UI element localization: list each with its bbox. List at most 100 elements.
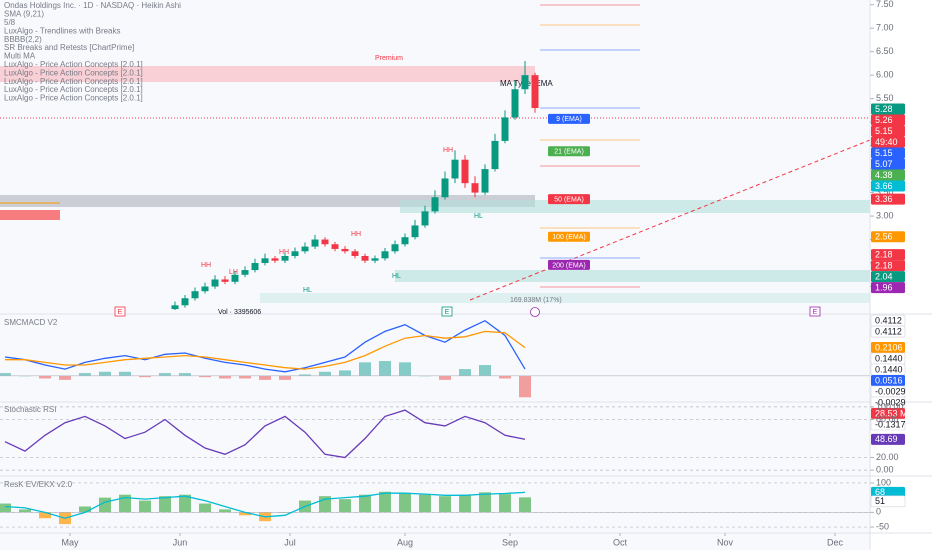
price-label: 0.2106: [875, 342, 903, 352]
x-tick-label: May: [61, 537, 79, 547]
price-label: 1.96: [875, 282, 893, 292]
candle-body: [271, 258, 279, 261]
indicator-line: [4, 319, 526, 373]
price-label-box: [871, 125, 905, 137]
symbol-title: Ondas Holdings Inc. · 1D · NASDAQ · Heik…: [4, 1, 181, 10]
x-tick-label: Sep: [502, 537, 518, 547]
histogram-bar: [39, 375, 51, 379]
premium-label: Premium: [375, 55, 403, 62]
price-label-box: [871, 271, 905, 283]
candle-body: [411, 225, 419, 238]
candle-body: [431, 197, 439, 212]
candle-body: [481, 169, 489, 193]
candle-body: [171, 305, 179, 310]
y-tick-label: -50: [876, 521, 889, 531]
candle-body: [381, 251, 389, 259]
event-markers: E E E: [114, 306, 821, 317]
price-label: 2.18: [875, 260, 893, 270]
candle-body: [211, 279, 219, 287]
candle-body: [421, 211, 429, 226]
histogram-bar: [219, 509, 231, 513]
x-tick-label: Nov: [717, 537, 734, 547]
ema-label: 50 (EMA): [554, 196, 584, 203]
price-label-box: [871, 282, 905, 294]
candle-body: [471, 183, 479, 193]
price-label: 2.56: [875, 232, 893, 242]
histogram-bar: [379, 491, 391, 513]
ema-label: 200 (EMA): [552, 262, 585, 269]
ema-label-box: [548, 231, 590, 242]
price-label-box: [871, 374, 905, 386]
histogram-bar: [439, 496, 451, 513]
volume-zone: [260, 293, 870, 303]
indicator-name: LuxAlgo - Price Action Concepts [2.0.1]: [4, 60, 143, 69]
event-label[interactable]: E: [813, 309, 818, 316]
price-label-box: [871, 180, 905, 192]
indicator-line: [4, 409, 526, 459]
histogram-bar: [379, 361, 391, 376]
histogram-bar: [119, 371, 131, 376]
price-label: 5.07: [875, 159, 893, 169]
price-label: 5.28: [875, 104, 893, 114]
histogram-bar: [0, 503, 11, 513]
y-tick-label: 3.50: [876, 187, 894, 197]
histogram-bar: [359, 362, 371, 376]
price-label: 68: [875, 487, 885, 497]
candle-body: [521, 75, 529, 90]
price-label-box: [871, 249, 905, 261]
x-tick-label: Oct: [613, 537, 628, 547]
y-tick-label: 20.00: [876, 452, 899, 462]
y-tick-label: 0: [876, 507, 881, 517]
demand-zone: [400, 200, 870, 213]
histogram-bar: [239, 375, 251, 379]
indicator-name: SR Breaks and Retests [ChartPrime]: [4, 43, 134, 52]
event-label[interactable]: E: [118, 309, 123, 316]
ema-label: 9 (EMA): [556, 116, 582, 123]
candle-body: [371, 258, 379, 261]
x-tick-label: Dec: [827, 537, 844, 547]
price-label-box: [871, 114, 905, 126]
indicator-name: Multi MA: [4, 52, 36, 61]
histogram-bar: [419, 494, 431, 513]
dividend-marker[interactable]: [530, 307, 540, 317]
candle-body: [291, 251, 299, 256]
histogram-bar: [259, 375, 271, 380]
histogram-bar: [179, 373, 191, 376]
candle-body: [261, 258, 269, 264]
ema-label-box: [548, 146, 590, 157]
event-box: [441, 306, 453, 317]
swing-label: HL: [303, 287, 312, 294]
indicator-name: LuxAlgo - Price Action Concepts [2.0.1]: [4, 94, 143, 103]
indicator-name: 5/8: [4, 18, 16, 27]
histogram-bar: [39, 512, 51, 519]
histogram-bar: [139, 375, 151, 378]
price-label: 0.1440: [875, 364, 903, 374]
swing-label: HL: [392, 273, 401, 280]
histogram-bar: [239, 512, 251, 516]
price-label: 0.4112: [875, 315, 902, 325]
price-label: 51: [875, 496, 885, 506]
histogram-bar: [0, 373, 11, 376]
price-label-box: [871, 136, 905, 148]
histogram-bar: [159, 496, 171, 513]
price-label-box: [870, 495, 906, 508]
indicator-name: SMA (9,21): [4, 10, 44, 19]
price-label: -0.0029: [875, 386, 906, 396]
histogram-bar: [399, 493, 411, 513]
y-tick-label: 5.50: [876, 93, 894, 103]
price-label-box: [871, 193, 905, 205]
price-label-box: [871, 433, 905, 445]
price-label-box: [871, 103, 905, 115]
indicator-name: BBBB(2,2): [4, 35, 42, 44]
event-label[interactable]: E: [445, 309, 450, 316]
histogram-bar: [99, 497, 111, 513]
x-tick-label: Jun: [173, 537, 188, 547]
price-label-box: [871, 341, 905, 353]
swing-label: HH: [279, 249, 289, 256]
price-label-box: [871, 231, 905, 243]
histogram-bar: [519, 497, 531, 513]
price-label: -0.0029: [875, 397, 906, 407]
price-label: 48.69: [875, 434, 898, 444]
